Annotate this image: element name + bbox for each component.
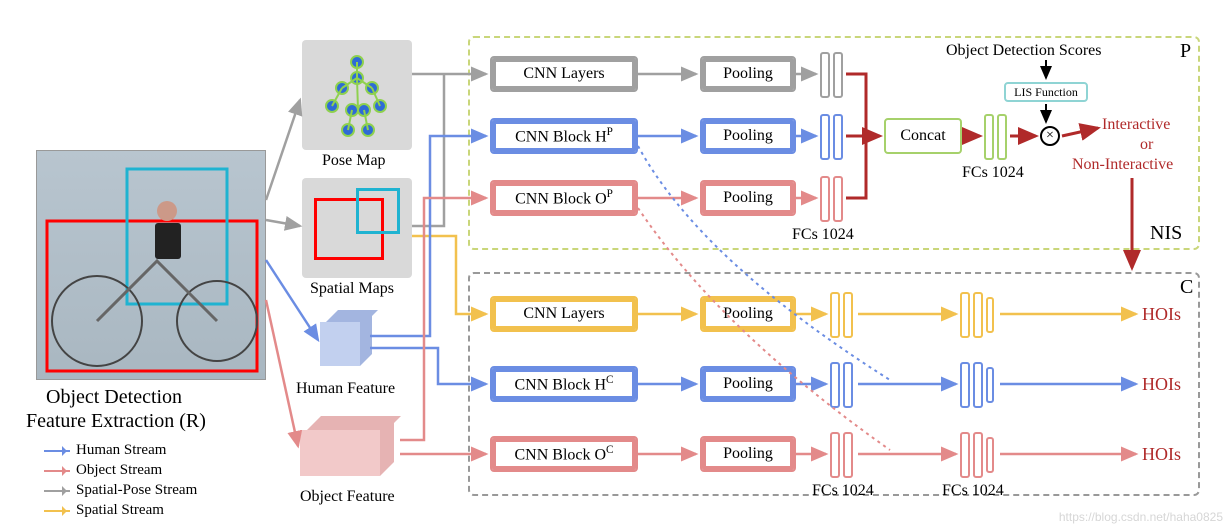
watermark: https://blog.csdn.net/haha0825 bbox=[1059, 510, 1223, 524]
arrows-layer bbox=[0, 0, 1229, 528]
